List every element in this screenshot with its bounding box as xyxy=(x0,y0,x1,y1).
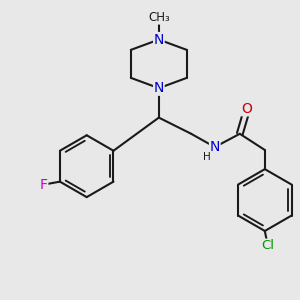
Text: Cl: Cl xyxy=(261,239,274,252)
Text: O: O xyxy=(242,102,253,116)
Text: H: H xyxy=(203,152,210,162)
Text: F: F xyxy=(40,178,48,192)
Text: N: N xyxy=(210,140,220,154)
Text: N: N xyxy=(154,81,164,95)
Text: CH₃: CH₃ xyxy=(148,11,170,24)
Text: N: N xyxy=(154,33,164,46)
